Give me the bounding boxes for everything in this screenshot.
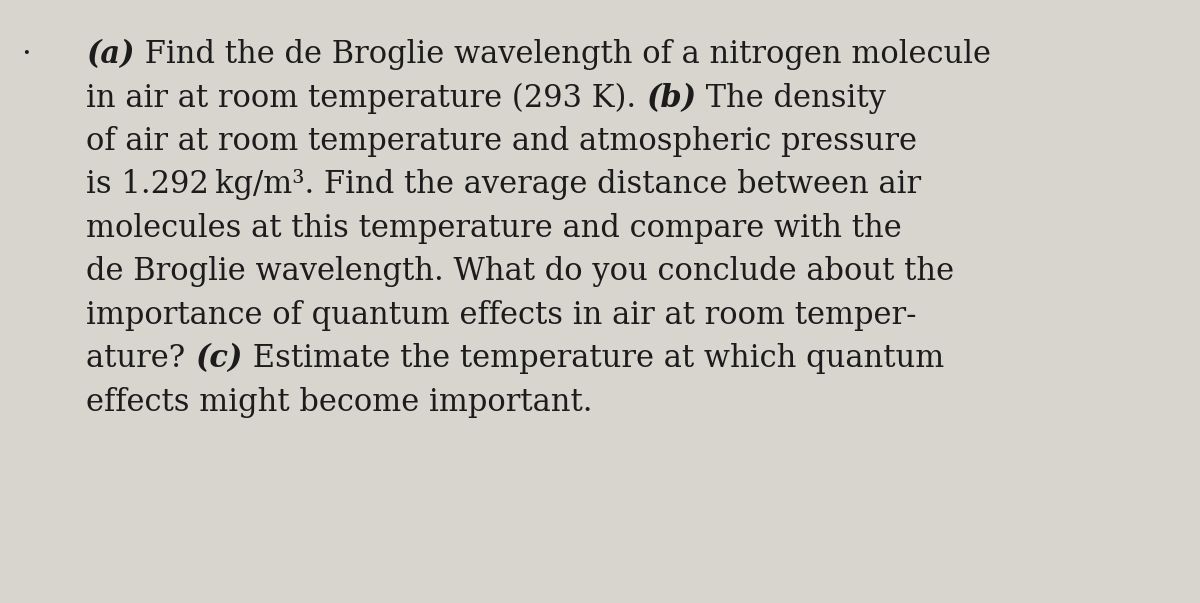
Text: (a): (a) [86, 39, 134, 70]
Text: ·: · [22, 39, 31, 70]
Text: effects might become important.: effects might become important. [86, 387, 593, 417]
Text: de Broglie wavelength. What do you conclude about the: de Broglie wavelength. What do you concl… [86, 256, 954, 287]
Text: is 1.292 kg/m³. Find the average distance between air: is 1.292 kg/m³. Find the average distanc… [86, 169, 922, 200]
Text: importance of quantum effects in air at room temper-: importance of quantum effects in air at … [86, 300, 917, 330]
Text: in air at room temperature (293 K).: in air at room temperature (293 K). [86, 83, 647, 114]
Text: molecules at this temperature and compare with the: molecules at this temperature and compar… [86, 213, 902, 244]
Text: The density: The density [696, 83, 887, 113]
Text: Find the de Broglie wavelength of a nitrogen molecule: Find the de Broglie wavelength of a nitr… [134, 39, 991, 70]
Text: of air at room temperature and atmospheric pressure: of air at room temperature and atmospher… [86, 126, 918, 157]
Text: (b): (b) [647, 83, 696, 113]
Text: Estimate the temperature at which quantum: Estimate the temperature at which quantu… [242, 343, 944, 374]
Text: ature?: ature? [86, 343, 196, 374]
Text: (c): (c) [196, 343, 242, 374]
